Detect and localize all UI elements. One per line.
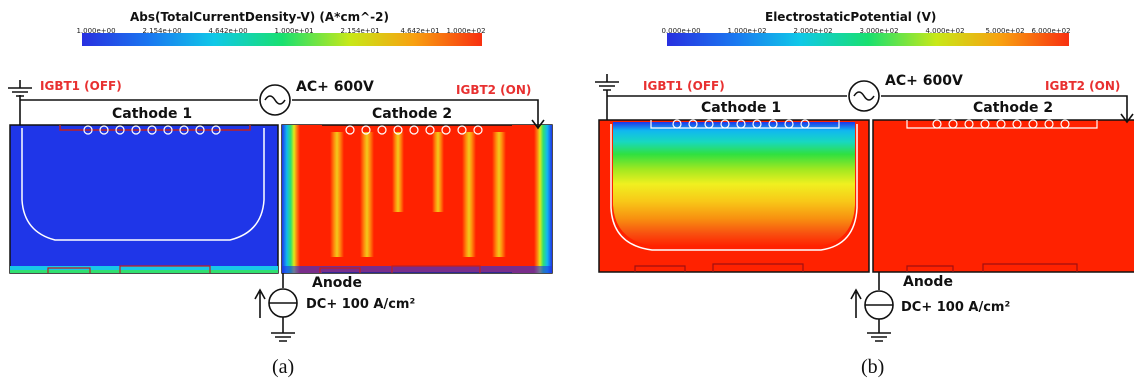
panel-electrostatic-potential: ElectrostaticPotential (V) 0.000e+00 1.0… bbox=[567, 0, 1134, 385]
depletion-boundary-b bbox=[610, 124, 858, 251]
colorbar-tick-a-3: 1.000e+01 bbox=[274, 27, 314, 35]
colorbar-a bbox=[82, 33, 482, 46]
colorbar-tick-a-5: 4.642e+01 bbox=[400, 27, 440, 35]
igbt2-label-b: IGBT2 (ON) bbox=[1045, 79, 1121, 93]
colorbar-title-b: ElectrostaticPotential (V) bbox=[765, 10, 937, 24]
caption-b: (b) bbox=[861, 356, 885, 378]
cathode1-cells-a bbox=[59, 125, 251, 131]
cathode2-label-b: Cathode 2 bbox=[973, 100, 1054, 116]
cathode1-label-a: Cathode 1 bbox=[112, 106, 193, 122]
colorbar-tick-b-6: 6.000e+02 bbox=[1031, 27, 1071, 35]
circuit-wiring-b bbox=[595, 74, 1134, 342]
igbt1-region-a bbox=[9, 124, 279, 274]
cathode2-label-a: Cathode 2 bbox=[372, 106, 453, 122]
dc-source-label-b: DC+ 100 A/cm² bbox=[901, 300, 1011, 315]
circuit-wiring-a bbox=[8, 80, 545, 342]
depletion-boundary-a bbox=[21, 128, 265, 241]
cathode1-label-b: Cathode 1 bbox=[701, 100, 782, 116]
anode-label-b: Anode bbox=[903, 274, 953, 290]
caption-a: (a) bbox=[272, 356, 295, 378]
colorbar-tick-a-0: 1.000e+00 bbox=[76, 27, 116, 35]
colorbar-tick-b-2: 2.000e+02 bbox=[793, 27, 833, 35]
colorbar-tick-a-1: 2.154e+00 bbox=[142, 27, 182, 35]
ac-source-label-b: AC+ 600V bbox=[885, 73, 963, 89]
current-density-figure bbox=[8, 33, 553, 342]
colorbar-ticks-b: 0.000e+00 1.000e+02 2.000e+02 3.000e+02 … bbox=[567, 27, 1134, 37]
ac-source-label-a: AC+ 600V bbox=[296, 79, 374, 95]
anode-label-a: Anode bbox=[312, 275, 362, 291]
current-filaments-a bbox=[330, 132, 506, 257]
colorbar-ticks-a: 1.000e+00 2.154e+00 4.642e+00 1.000e+01 … bbox=[0, 27, 567, 37]
igbt2-region-a bbox=[281, 124, 553, 274]
colorbar-b bbox=[667, 33, 1069, 46]
igbt1-label-a: IGBT1 (OFF) bbox=[40, 79, 122, 93]
colorbar-tick-b-3: 3.000e+02 bbox=[859, 27, 899, 35]
igbt2-region-b bbox=[872, 119, 1134, 273]
colorbar-tick-a-6: 1.000e+02 bbox=[446, 27, 486, 35]
panel-current-density: Abs(TotalCurrentDensity-V) (A*cm^-2) 1.0… bbox=[0, 10, 567, 378]
cathode-cells-a bbox=[83, 125, 483, 135]
colorbar-tick-a-2: 4.642e+00 bbox=[208, 27, 248, 35]
colorbar-tick-b-4: 4.000e+02 bbox=[925, 27, 965, 35]
colorbar-tick-b-1: 1.000e+02 bbox=[727, 27, 767, 35]
buffer-strip-a1 bbox=[10, 266, 278, 273]
dc-source-label-a: DC+ 100 A/cm² bbox=[306, 297, 416, 312]
potential-depletion-b bbox=[613, 122, 855, 246]
igbt2-label-a: IGBT2 (ON) bbox=[456, 83, 532, 97]
igbt1-label-b: IGBT1 (OFF) bbox=[643, 79, 725, 93]
current-edge-right-a bbox=[512, 125, 552, 273]
potential-figure bbox=[595, 33, 1134, 342]
current-edge-left-a bbox=[282, 125, 322, 273]
colorbar-title-a: Abs(TotalCurrentDensity-V) (A*cm^-2) bbox=[130, 10, 389, 24]
colorbar-tick-a-4: 2.154e+01 bbox=[340, 27, 380, 35]
colorbar-tick-b-5: 5.000e+02 bbox=[985, 27, 1025, 35]
colorbar-tick-b-0: 0.000e+00 bbox=[661, 27, 701, 35]
